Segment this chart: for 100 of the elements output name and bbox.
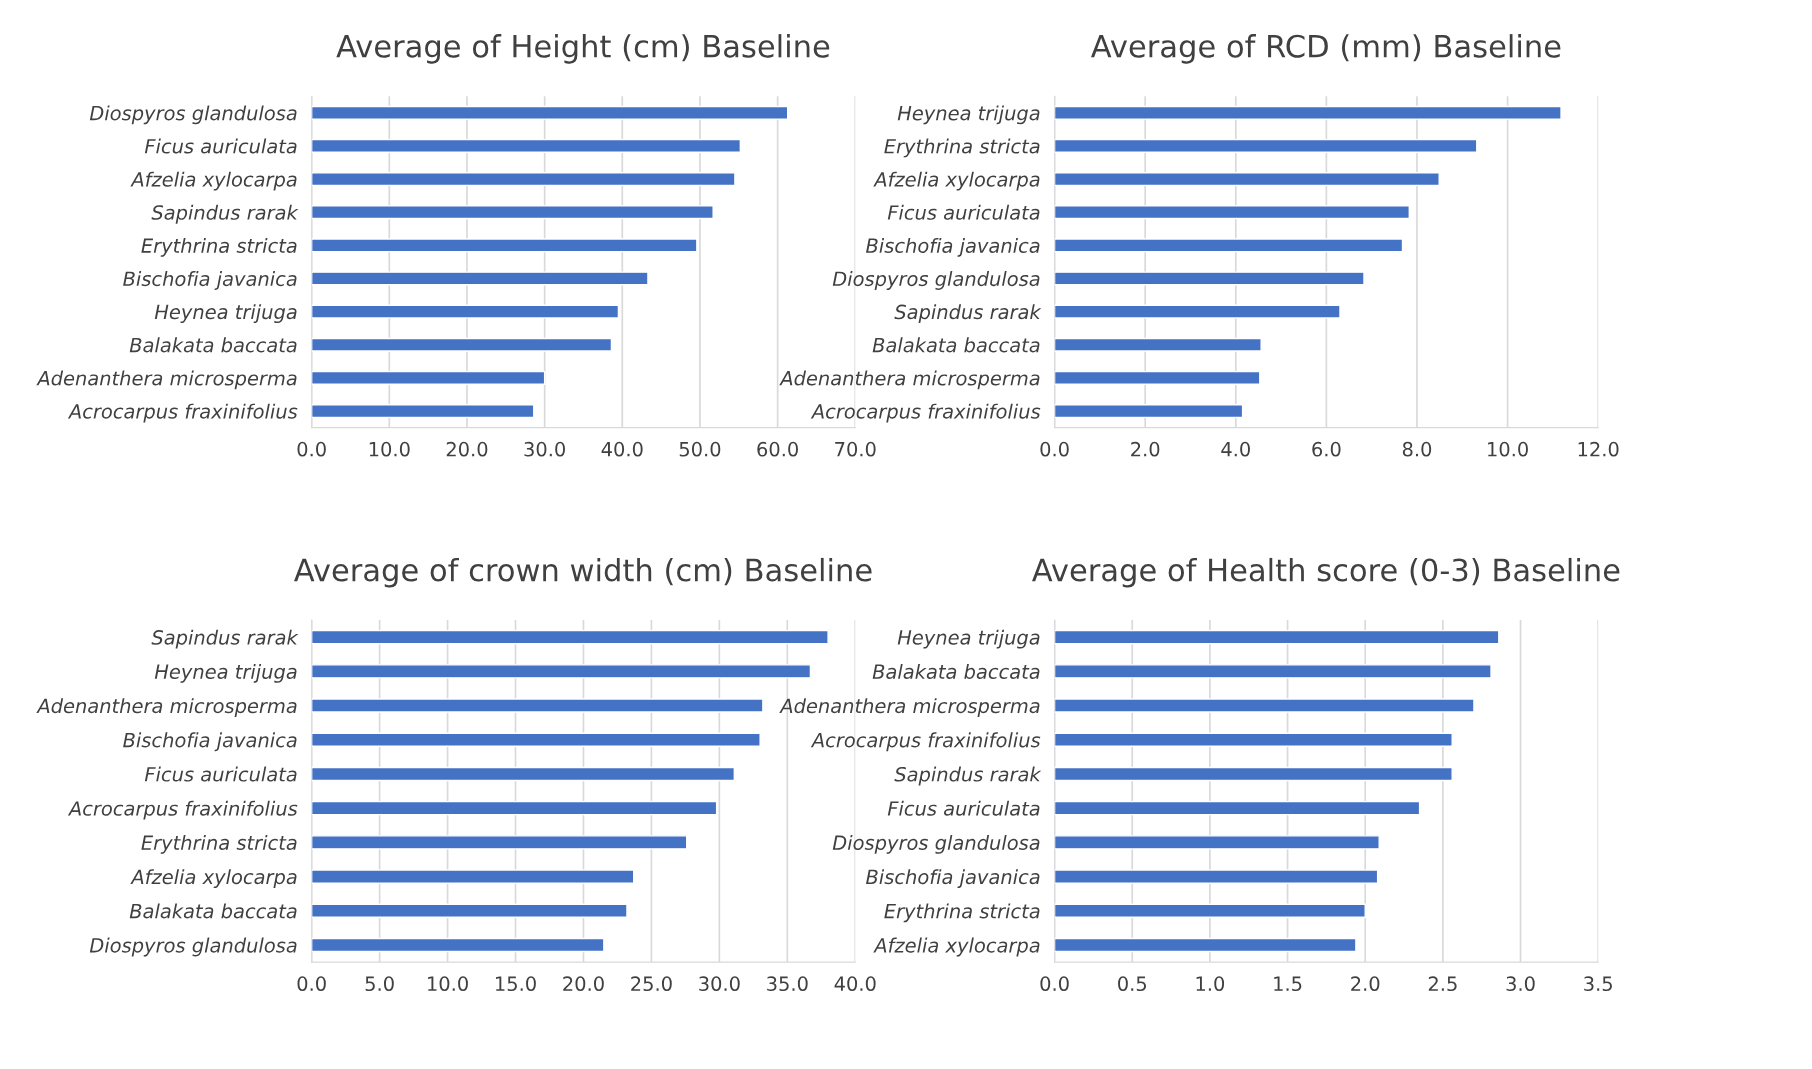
x-tick-label: 2.0 [1131, 441, 1160, 457]
x-tick-label: 3.0 [1506, 976, 1535, 992]
bar [311, 869, 635, 884]
x-tick-label: 2.5 [1428, 976, 1457, 992]
y-tick-label: Ficus auriculata [887, 204, 1040, 220]
x-tick-label: 20.0 [446, 441, 488, 457]
bar [1054, 238, 1404, 253]
x-tick-label: 2.0 [1351, 976, 1380, 992]
y-tick-label: Balakata baccata [872, 663, 1040, 679]
bar [1054, 205, 1410, 220]
bar [311, 903, 628, 918]
bar [311, 205, 714, 220]
y-tick-label: Ficus auriculata [144, 766, 297, 782]
y-tick-label: Bischofia javanica [123, 271, 297, 290]
x-tick-label: 20.0 [563, 976, 604, 992]
chart-title: Average of crown width (cm) Baseline [294, 557, 872, 588]
x-tick-label: 30.0 [699, 976, 740, 992]
x-tick-label: 4.0 [1221, 441, 1250, 457]
bar [1054, 337, 1262, 352]
y-tick-label: Adenanthera microsperma [36, 370, 297, 390]
bar [311, 138, 742, 153]
y-tick-label: Afzelia xylocarpa [873, 171, 1040, 191]
x-tick-label: 0.0 [1040, 441, 1069, 457]
bar [311, 698, 764, 713]
y-tick-label: Heynea trijuga [154, 663, 297, 683]
chart-title: Average of RCD (mm) Baseline [1090, 34, 1561, 64]
x-tick-label: 3.5 [1584, 976, 1612, 992]
bar [1054, 304, 1341, 319]
x-tick-label: 6.0 [1312, 441, 1341, 457]
bar [311, 370, 546, 385]
y-tick-label: Adenanthera microsperma [779, 698, 1040, 717]
bar [1054, 937, 1357, 953]
y-tick-label: Diospyros glandulosa [832, 271, 1040, 290]
y-tick-label: Balakata baccata [872, 337, 1040, 353]
bar [1054, 105, 1562, 120]
y-tick-label: Acrocarpus fraxinifolius [810, 403, 1041, 423]
y-tick-label: Ficus auriculata [887, 800, 1040, 816]
x-tick-label: 8.0 [1402, 441, 1432, 457]
y-tick-label: Diospyros glandulosa [89, 105, 297, 125]
y-tick-label: Afzelia xylocarpa [873, 937, 1040, 957]
bar [1054, 172, 1440, 187]
bar [1054, 629, 1500, 645]
x-tick-label: 40.0 [601, 441, 643, 457]
x-tick-label: 5.0 [365, 976, 394, 992]
x-tick-label: 40.0 [834, 976, 876, 992]
y-tick-label: Heynea trijuga [154, 304, 297, 324]
x-tick-label: 15.0 [496, 976, 536, 992]
bar [311, 766, 736, 782]
bar [311, 835, 688, 850]
x-tick-label: 0.0 [297, 976, 326, 992]
y-tick-label: Afzelia xylocarpa [130, 171, 297, 191]
bar [1054, 370, 1261, 385]
bar [311, 337, 613, 352]
x-tick-label: 70.0 [835, 441, 876, 457]
bar [311, 937, 605, 953]
y-tick-label: Erythrina stricta [141, 237, 297, 257]
bar [311, 172, 736, 187]
bar [1054, 271, 1365, 286]
x-tick-label: 50.0 [679, 441, 721, 457]
x-tick-label: 0.0 [297, 441, 326, 457]
bar [311, 105, 789, 120]
x-tick-label: 35.0 [767, 976, 808, 992]
y-tick-label: Bischofia javanica [866, 237, 1040, 257]
bar [1054, 138, 1478, 153]
x-tick-label: 0.5 [1118, 976, 1146, 992]
y-tick-label: Diospyros glandulosa [832, 834, 1040, 854]
y-tick-label: Adenanthera microsperma [779, 370, 1040, 390]
bar [1054, 835, 1380, 850]
y-tick-label: Sapindus rarak [151, 629, 299, 649]
bar [1054, 869, 1379, 884]
y-tick-label: Acrocarpus fraxinifolius [67, 800, 298, 820]
y-tick-label: Sapindus rarak [894, 304, 1042, 324]
y-tick-label: Bischofia javanica [123, 732, 297, 752]
y-tick-label: Erythrina stricta [884, 903, 1040, 923]
x-tick-label: 10.0 [369, 441, 410, 457]
bar [1054, 800, 1421, 816]
bar [1054, 404, 1244, 419]
y-tick-label: Acrocarpus fraxinifolius [67, 403, 298, 423]
x-tick-label: 10.0 [428, 976, 468, 992]
bar [1054, 664, 1492, 679]
y-tick-label: Sapindus rarak [151, 204, 299, 224]
x-tick-label: 0.0 [1040, 976, 1069, 992]
bar [1054, 903, 1366, 918]
x-tick-label: 1.0 [1196, 976, 1225, 992]
bar [1054, 698, 1475, 713]
y-tick-label: Adenanthera microsperma [36, 698, 297, 717]
y-tick-label: Heynea trijuga [897, 105, 1040, 125]
bar [311, 664, 812, 679]
y-tick-label: Afzelia xylocarpa [130, 869, 297, 889]
chart-title: Average of Health score (0-3) Baseline [1032, 557, 1620, 588]
y-tick-label: Erythrina stricta [141, 834, 297, 854]
x-tick-label: 30.0 [524, 441, 565, 457]
chart-title: Average of Height (cm) Baseline [336, 34, 830, 64]
y-tick-label: Diospyros glandulosa [89, 937, 297, 957]
bar [311, 800, 718, 816]
y-tick-label: Acrocarpus fraxinifolius [810, 732, 1041, 752]
bar [1054, 732, 1453, 747]
x-tick-label: 10.0 [1488, 441, 1528, 457]
y-tick-label: Balakata baccata [129, 903, 297, 919]
y-tick-label: Bischofia javanica [866, 869, 1040, 889]
